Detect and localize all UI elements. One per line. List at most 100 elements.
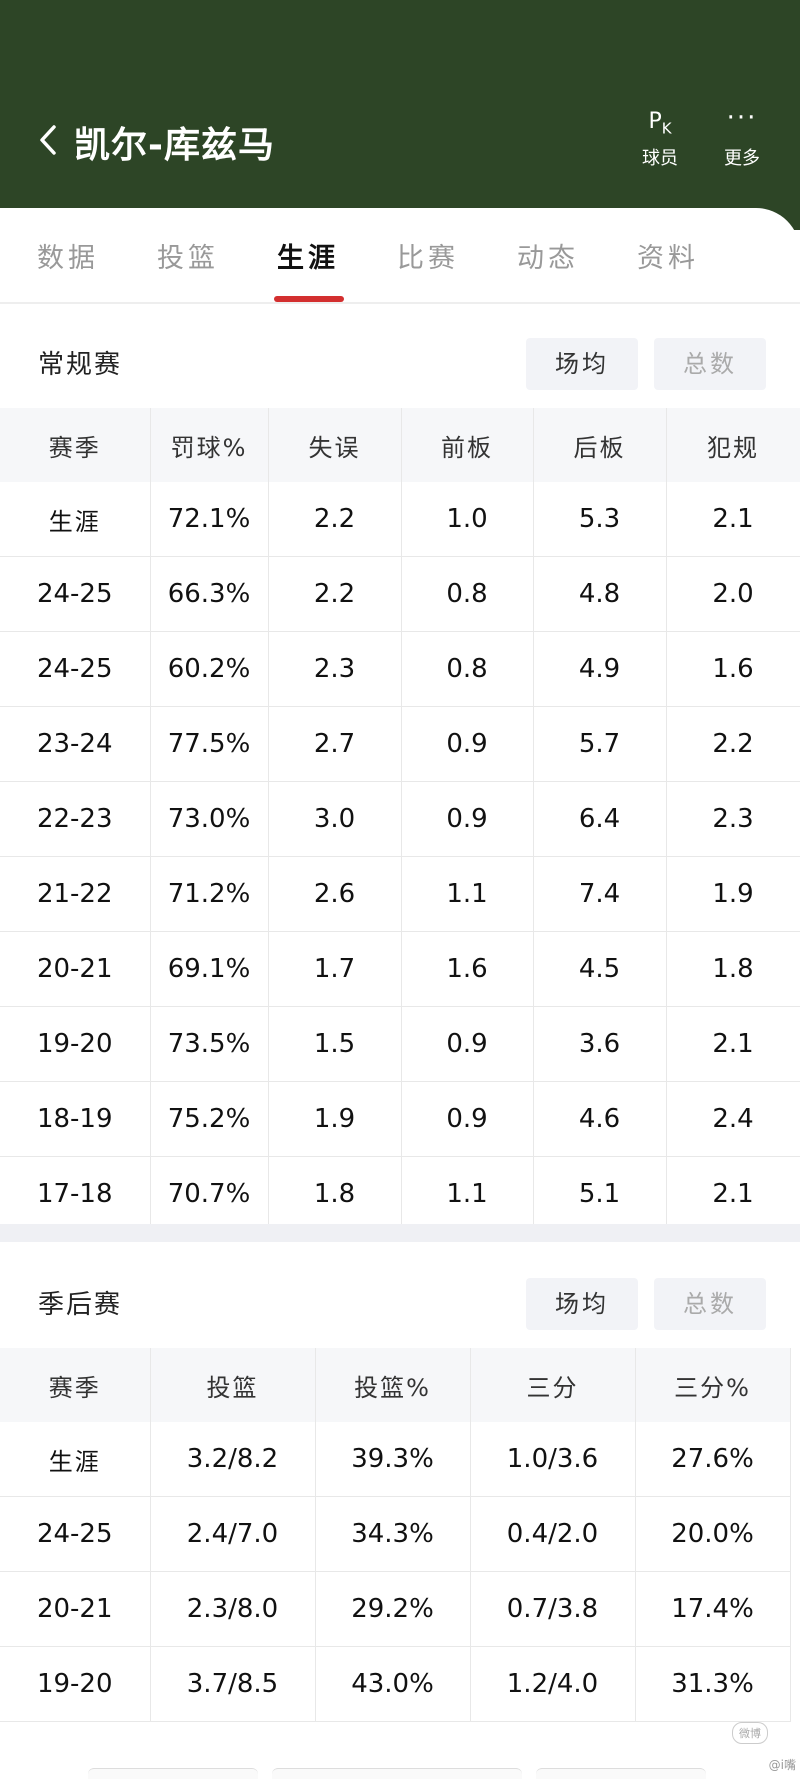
- stat-cell: 4.8: [533, 556, 667, 632]
- season-cell: 17-18: [0, 1156, 151, 1232]
- stat-cell: 1.0/3.6: [470, 1422, 636, 1497]
- player-pk-button[interactable]: PK 球员: [620, 104, 700, 170]
- stat-cell: 1.1: [401, 1156, 534, 1232]
- stat-cell: 75.2%: [150, 1081, 269, 1157]
- column-header: 罚球%: [150, 408, 269, 482]
- tab-games[interactable]: 比赛: [397, 243, 459, 274]
- stat-cell: 0.8: [401, 556, 534, 632]
- table-row[interactable]: 18-19 75.2% 1.9 0.9 4.6 2.4: [0, 1081, 800, 1157]
- stat-cell: 0.9: [401, 1081, 534, 1157]
- table-row[interactable]: 17-18 70.7% 1.8 1.1 5.1 2.1: [0, 1156, 800, 1232]
- stat-cell: 72.1%: [150, 482, 269, 557]
- tab-career[interactable]: 生涯: [277, 243, 339, 274]
- stat-cell: 1.6: [666, 631, 800, 707]
- stat-cell: 2.1: [666, 1156, 800, 1232]
- column-header: 投篮: [150, 1348, 316, 1422]
- column-header: 三分%: [635, 1348, 791, 1422]
- season-cell: 24-25: [0, 556, 151, 632]
- more-dots-icon: ···: [726, 103, 758, 133]
- active-tab-indicator: [274, 296, 344, 302]
- stat-cell: 5.7: [533, 706, 667, 782]
- stat-cell: 34.3%: [315, 1496, 471, 1572]
- stat-cell: 1.2/4.0: [470, 1646, 636, 1722]
- table-row[interactable]: 24-25 60.2% 2.3 0.8 4.9 1.6: [0, 631, 800, 707]
- section-divider: [0, 1224, 800, 1242]
- regular-season-title: 常规赛: [38, 350, 123, 380]
- table-row[interactable]: 20-21 2.3/8.0 29.2% 0.7/3.8 17.4%: [0, 1571, 791, 1647]
- stat-cell: 43.0%: [315, 1646, 471, 1722]
- stat-cell: 1.5: [268, 1006, 402, 1082]
- table-row[interactable]: 21-22 71.2% 2.6 1.1 7.4 1.9: [0, 856, 800, 932]
- stat-cell: 2.2: [268, 556, 402, 632]
- tab-news[interactable]: 动态: [517, 243, 579, 274]
- stat-cell: 3.2/8.2: [150, 1422, 316, 1497]
- column-header: 前板: [401, 408, 534, 482]
- stat-cell: 2.2: [268, 482, 402, 557]
- stat-cell: 20.0%: [635, 1496, 791, 1572]
- season-cell: 19-20: [0, 1006, 151, 1082]
- tab-shooting[interactable]: 投篮: [157, 243, 219, 274]
- bottom-bar-segment: [88, 1768, 258, 1779]
- season-cell: 21-22: [0, 856, 151, 932]
- stat-cell: 29.2%: [315, 1571, 471, 1647]
- stat-cell: 73.5%: [150, 1006, 269, 1082]
- table-row[interactable]: 19-20 73.5% 1.5 0.9 3.6 2.1: [0, 1006, 800, 1082]
- table-row[interactable]: 22-23 73.0% 3.0 0.9 6.4 2.3: [0, 781, 800, 857]
- credit-text: @i嘴: [768, 1758, 796, 1772]
- stat-cell: 17.4%: [635, 1571, 791, 1647]
- bottom-bar-segment: [272, 1768, 522, 1779]
- regular-total-button[interactable]: 总数: [654, 338, 766, 390]
- stat-cell: 77.5%: [150, 706, 269, 782]
- season-cell: 23-24: [0, 706, 151, 782]
- column-header: 赛季: [0, 408, 151, 482]
- content-card: 数据 投篮 生涯 比赛 动态 资料 常规赛 场均 总数 赛季 罚球% 失误 前板 后板犯…: [0, 208, 800, 1778]
- stat-cell: 1.6: [401, 931, 534, 1007]
- playoffs-per-game-button[interactable]: 场均: [526, 1278, 638, 1330]
- stat-cell: 0.9: [401, 706, 534, 782]
- stat-cell: 2.3: [268, 631, 402, 707]
- stat-cell: 31.3%: [635, 1646, 791, 1722]
- table-header-row: 赛季 罚球% 失误 前板 后板 犯规: [0, 408, 800, 482]
- table-row[interactable]: 24-25 2.4/7.0 34.3% 0.4/2.0 20.0%: [0, 1496, 791, 1572]
- season-cell: 19-20: [0, 1646, 151, 1722]
- stat-cell: 1.0: [401, 482, 534, 557]
- column-header: 投篮%: [315, 1348, 471, 1422]
- stat-cell: 0.7/3.8: [470, 1571, 636, 1647]
- stat-cell: 66.3%: [150, 556, 269, 632]
- stat-cell: 2.1: [666, 1006, 800, 1082]
- column-header: 失误: [268, 408, 402, 482]
- regular-season-table: 赛季 罚球% 失误 前板 后板 犯规 生涯 72.1% 2.2 1.0 5.3 2.1 24-25 66…: [0, 408, 800, 1232]
- column-header: 赛季: [0, 1348, 151, 1422]
- more-button[interactable]: ··· 更多: [702, 104, 782, 170]
- table-row[interactable]: 19-20 3.7/8.5 43.0% 1.2/4.0 31.3%: [0, 1646, 791, 1722]
- column-header: 犯规: [666, 408, 800, 482]
- tab-stats[interactable]: 数据: [37, 243, 99, 274]
- table-row[interactable]: 生涯 3.2/8.2 39.3% 1.0/3.6 27.6%: [0, 1422, 791, 1497]
- table-row[interactable]: 生涯 72.1% 2.2 1.0 5.3 2.1: [0, 482, 800, 557]
- pk-label: 球员: [642, 148, 678, 169]
- stat-cell: 6.4: [533, 781, 667, 857]
- playoffs-total-button[interactable]: 总数: [654, 1278, 766, 1330]
- stat-cell: 1.9: [666, 856, 800, 932]
- table-row[interactable]: 20-21 69.1% 1.7 1.6 4.5 1.8: [0, 931, 800, 1007]
- stat-cell: 2.4/7.0: [150, 1496, 316, 1572]
- pk-icon: PK: [648, 109, 672, 138]
- bottom-bar-segment: [536, 1768, 706, 1779]
- stat-cell: 2.0: [666, 556, 800, 632]
- stat-cell: 5.1: [533, 1156, 667, 1232]
- season-cell: 24-25: [0, 631, 151, 707]
- stat-cell: 1.1: [401, 856, 534, 932]
- stat-cell: 73.0%: [150, 781, 269, 857]
- tab-profile[interactable]: 资料: [637, 243, 699, 274]
- stat-cell: 2.3: [666, 781, 800, 857]
- playoffs-table: 赛季 投篮 投篮% 三分 三分% 生涯 3.2/8.2 39.3% 1.0/3.6 27.6% 2…: [0, 1348, 791, 1722]
- back-arrow-icon[interactable]: [36, 123, 62, 157]
- stat-cell: 0.8: [401, 631, 534, 707]
- season-cell: 20-21: [0, 1571, 151, 1647]
- regular-per-game-button[interactable]: 场均: [526, 338, 638, 390]
- season-cell: 24-25: [0, 1496, 151, 1572]
- season-cell: 18-19: [0, 1081, 151, 1157]
- table-row[interactable]: 23-24 77.5% 2.7 0.9 5.7 2.2: [0, 706, 800, 782]
- stat-cell: 39.3%: [315, 1422, 471, 1497]
- table-row[interactable]: 24-25 66.3% 2.2 0.8 4.8 2.0: [0, 556, 800, 632]
